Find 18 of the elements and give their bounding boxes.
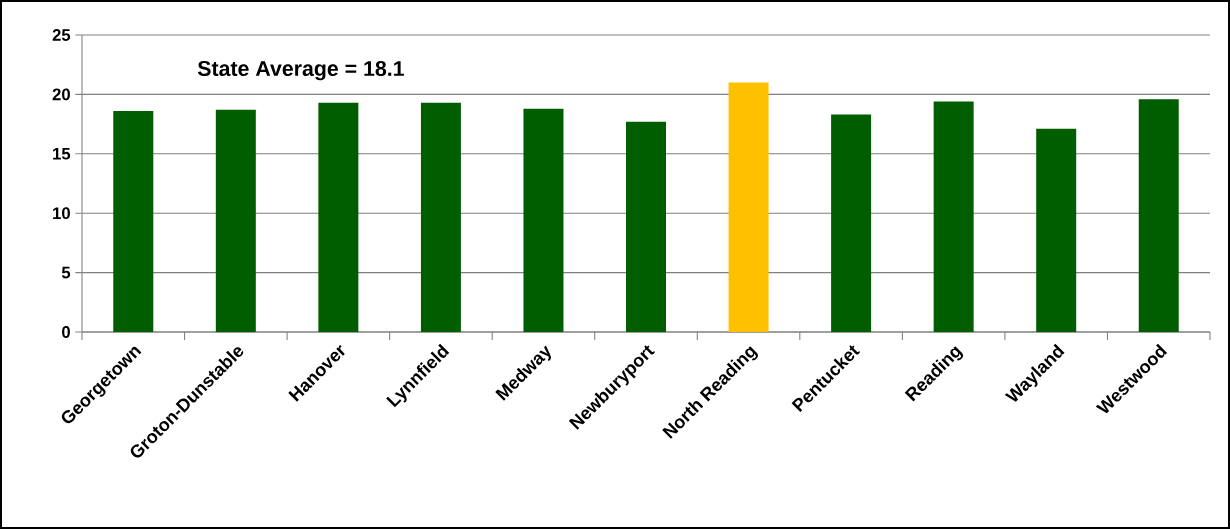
- y-tick-label: 20: [52, 88, 70, 101]
- bar: [933, 101, 974, 332]
- bar: [728, 82, 769, 332]
- bar: [1138, 99, 1179, 332]
- y-tick-label: 15: [53, 147, 71, 160]
- bar: [831, 114, 872, 332]
- y-tick-label: 0: [62, 326, 70, 338]
- bar: [318, 102, 359, 332]
- y-tick-label: 25: [52, 29, 71, 41]
- bar: [113, 111, 154, 332]
- bar: [420, 102, 461, 332]
- bar: [1036, 128, 1077, 332]
- bar: [215, 109, 256, 332]
- bar: [626, 121, 667, 332]
- y-tick-label: 5: [61, 266, 71, 279]
- bar: [523, 108, 564, 332]
- annotation: State Average = 18.1: [197, 60, 404, 81]
- y-tick-label: 10: [53, 207, 70, 220]
